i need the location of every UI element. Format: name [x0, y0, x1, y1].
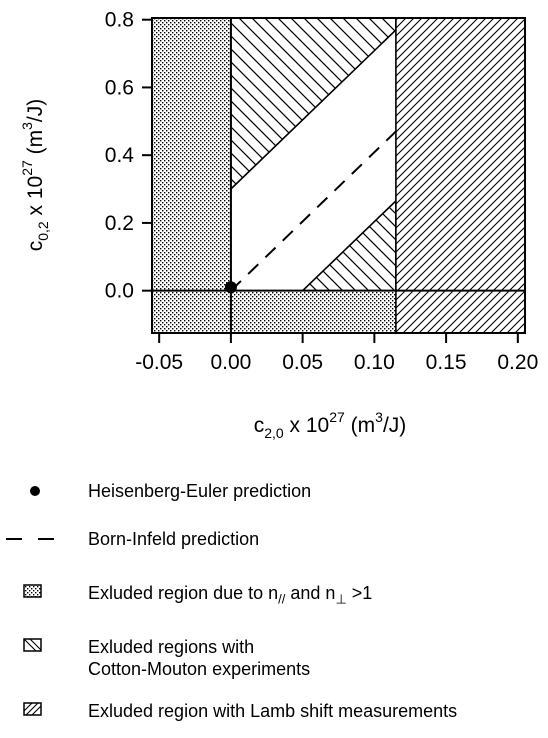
region-excluded-cotton-mouton	[230, 18, 397, 191]
y-axis-label: c0,2 x 1027 (m3/J)	[19, 99, 51, 252]
dashed-line-icon	[6, 538, 58, 540]
legend-label-line2: Cotton-Mouton experiments	[88, 659, 311, 679]
x-tick-label: -0.05	[135, 351, 183, 374]
dots-pattern-icon	[23, 584, 42, 598]
y-tick-label: 0.6	[105, 76, 134, 99]
legend-label: Exluded region with Lamb shift measureme…	[88, 701, 458, 721]
x-tick-label: 0.00	[210, 351, 251, 374]
x-tick-label: 0.20	[497, 351, 538, 374]
y-tick-label: 0.4	[105, 144, 135, 167]
heisenberg-euler-point	[224, 281, 237, 294]
chart: -0.05 0.00 0.05 0.10 0.15 0.20 0.0 0.2 0.4 0.6 0.…	[19, 9, 538, 441]
legend-label-line1: Exluded regions with	[88, 637, 255, 657]
legend-label: Born-Infeld prediction	[88, 529, 260, 549]
legend: Heisenberg-Euler prediction Born-Infeld …	[0, 470, 548, 725]
backslash-pattern-icon	[23, 638, 42, 652]
y-tick-label: 0.0	[105, 280, 134, 303]
filled-dot-icon	[30, 486, 40, 496]
y-tick-label: 0.2	[105, 212, 134, 235]
legend-label: Heisenberg-Euler prediction	[88, 481, 312, 501]
region-excluded-cotton-mouton	[300, 199, 397, 292]
x-axis-label: c2,0 x 1027 (m3/J)	[254, 409, 407, 441]
x-tick-label: 0.05	[282, 351, 323, 374]
legend-label: Exluded region due to n// and n⊥ >1	[88, 583, 373, 607]
region-excluded-lamb-shift	[395, 18, 525, 333]
plot-frame	[151, 17, 526, 334]
y-tick-label: 0.8	[105, 9, 134, 32]
x-tick-label: 0.15	[426, 351, 467, 374]
x-tick-label: 0.10	[354, 351, 395, 374]
slash-pattern-icon	[23, 702, 42, 716]
region-excluded-refractive-index	[152, 18, 232, 333]
